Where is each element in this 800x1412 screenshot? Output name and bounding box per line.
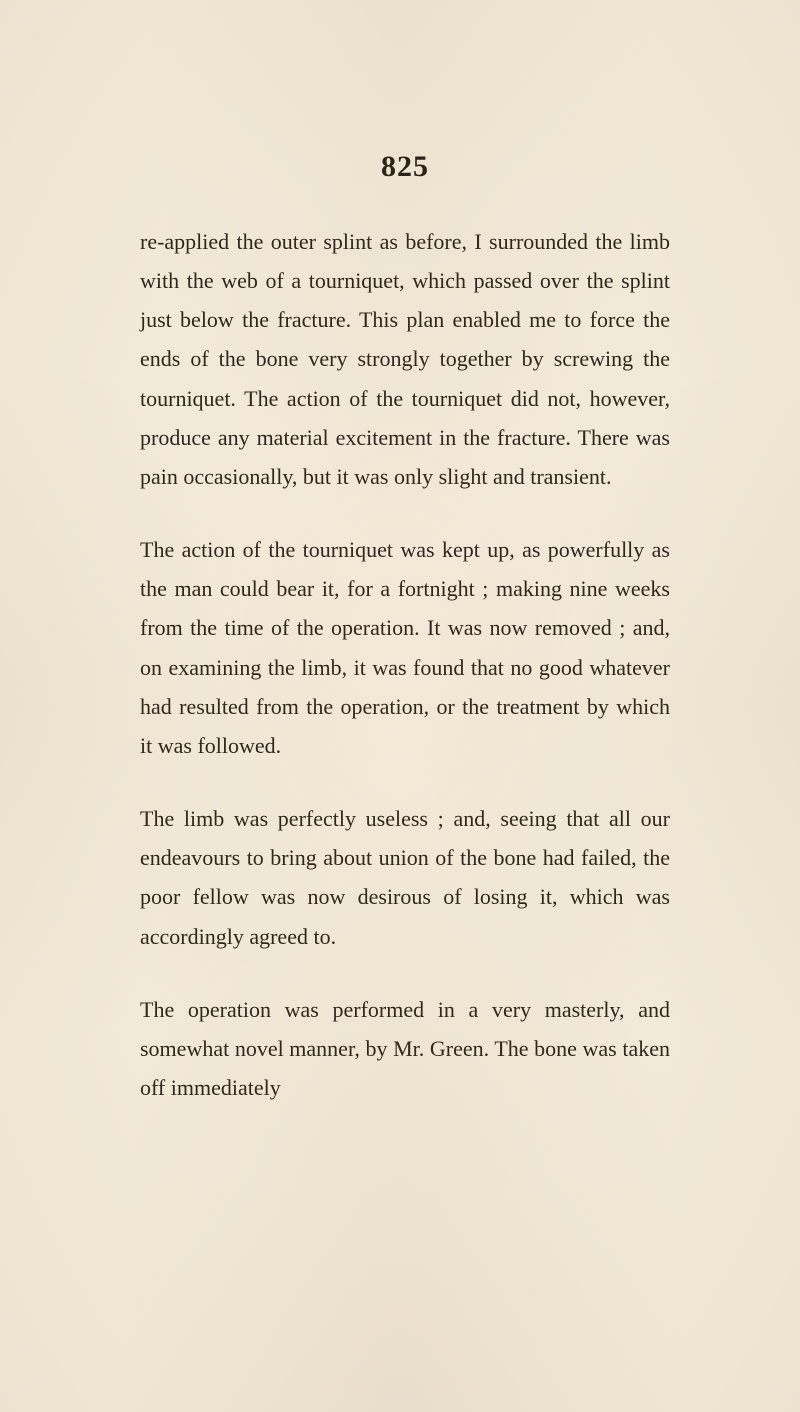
body-text: re-applied the outer splint as before, I…	[140, 222, 670, 1107]
document-page: 825 re-applied the outer splint as befor…	[0, 0, 800, 1412]
page-number: 825	[140, 150, 670, 184]
paragraph-3: The limb was perfectly useless ; and, se…	[140, 799, 670, 956]
paragraph-4: The operation was performed in a very ma…	[140, 990, 670, 1107]
paragraph-2: The action of the tourniquet was kept up…	[140, 530, 670, 765]
paragraph-1: re-applied the outer splint as before, I…	[140, 222, 670, 496]
